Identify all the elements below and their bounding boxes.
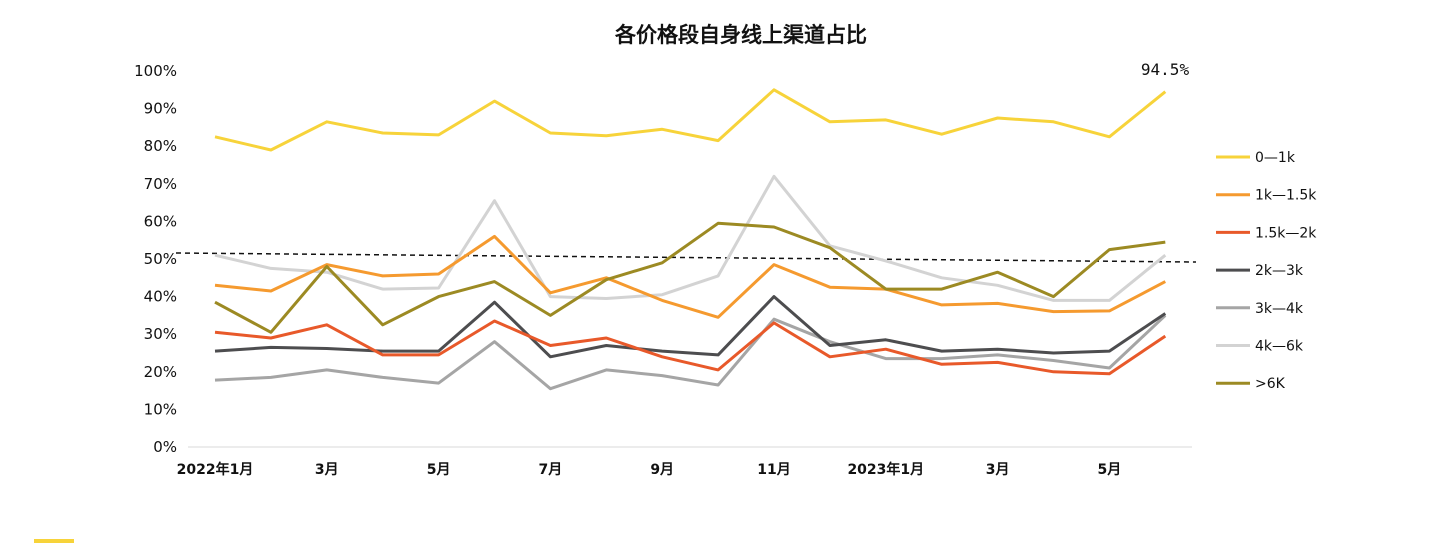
legend-label: 4k—6k bbox=[1255, 339, 1304, 355]
legend-label: 1k—1.5k bbox=[1255, 188, 1317, 204]
chart-title: 各价格段自身线上渠道占比 bbox=[614, 23, 867, 47]
y-tick-label: 60% bbox=[144, 212, 177, 230]
x-tick-label: 2023年1月 bbox=[847, 461, 924, 478]
legend-label: >6K bbox=[1255, 376, 1286, 392]
y-tick-label: 100% bbox=[134, 62, 177, 80]
y-tick-label: 90% bbox=[144, 100, 177, 118]
series-line bbox=[214, 174, 1167, 302]
legend: 0—1k 1k—1.5k 1.5k—2k 2k—3k 3k—4k 4k—6k >6K bbox=[1216, 150, 1317, 392]
reference-line-50 bbox=[175, 252, 1197, 263]
series-line bbox=[214, 314, 1167, 391]
x-axis: 2022年1月 3月 5月 7月 9月 11月 2023年1月 3月 5月 bbox=[177, 461, 1122, 478]
series-line bbox=[214, 221, 1166, 334]
max-value-annotation: 94.5% bbox=[1141, 60, 1190, 79]
legend-label: 3k—4k bbox=[1255, 301, 1304, 317]
x-tick-label: 11月 bbox=[757, 462, 790, 478]
y-tick-label: 40% bbox=[144, 288, 177, 306]
legend-label: 0—1k bbox=[1255, 150, 1296, 166]
series-lines bbox=[214, 88, 1167, 391]
series-line bbox=[214, 234, 1166, 319]
y-tick-label: 80% bbox=[144, 137, 177, 155]
x-tick-label: 3月 bbox=[315, 462, 339, 478]
x-tick-label: 7月 bbox=[539, 462, 563, 478]
x-tick-label: 5月 bbox=[1098, 462, 1122, 478]
y-tick-label: 70% bbox=[144, 175, 177, 193]
y-tick-label: 20% bbox=[144, 363, 177, 381]
x-tick-label: 9月 bbox=[650, 462, 674, 478]
legend-label: 1.5k—2k bbox=[1255, 225, 1317, 241]
series-line bbox=[214, 88, 1167, 152]
series-line bbox=[214, 319, 1167, 376]
y-tick-label: 0% bbox=[153, 438, 177, 456]
legend-label: 2k—3k bbox=[1255, 263, 1304, 279]
x-tick-label: 2022年1月 bbox=[177, 461, 254, 478]
y-tick-label: 50% bbox=[144, 250, 177, 268]
x-tick-label: 3月 bbox=[986, 462, 1010, 478]
x-tick-label: 5月 bbox=[427, 462, 451, 478]
y-tick-label: 10% bbox=[144, 400, 177, 418]
y-axis: 0% 10% 20% 30% 40% 50% 60% 70% 80% 90% 100% bbox=[134, 62, 177, 456]
y-tick-label: 30% bbox=[144, 325, 177, 343]
